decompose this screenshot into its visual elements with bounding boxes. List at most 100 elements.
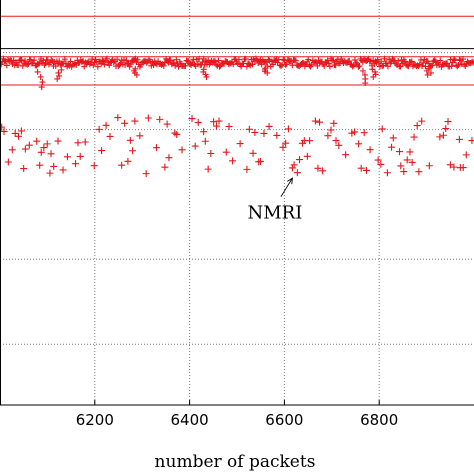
data-point bbox=[54, 137, 62, 145]
data-point bbox=[427, 69, 434, 76]
data-point bbox=[185, 58, 192, 65]
data-point bbox=[319, 167, 327, 175]
data-point bbox=[160, 62, 167, 69]
data-point bbox=[362, 80, 369, 87]
data-point bbox=[212, 58, 219, 65]
data-point bbox=[98, 147, 106, 155]
data-point bbox=[265, 56, 272, 63]
data-point bbox=[324, 132, 332, 140]
data-point bbox=[332, 137, 340, 145]
data-point bbox=[134, 56, 141, 63]
data-point bbox=[213, 122, 221, 130]
data-point bbox=[279, 143, 287, 151]
data-point bbox=[353, 59, 360, 66]
data-point bbox=[61, 56, 68, 63]
data-point bbox=[144, 114, 152, 122]
data-point bbox=[242, 55, 249, 62]
data-point bbox=[36, 161, 44, 169]
data-point bbox=[442, 125, 450, 133]
data-point bbox=[81, 63, 88, 70]
data-point bbox=[346, 58, 353, 65]
annotation-label: NMRI bbox=[247, 203, 302, 224]
data-point bbox=[418, 117, 426, 125]
data-point bbox=[165, 154, 173, 162]
data-point bbox=[114, 114, 122, 122]
data-point bbox=[282, 139, 290, 147]
data-point bbox=[303, 152, 311, 160]
data-point bbox=[110, 59, 117, 66]
data-point bbox=[413, 122, 421, 130]
data-point bbox=[249, 61, 256, 68]
data-point bbox=[25, 141, 33, 149]
data-point bbox=[12, 59, 19, 66]
data-point bbox=[11, 129, 19, 137]
data-point bbox=[215, 117, 223, 125]
data-point bbox=[21, 145, 29, 153]
data-point bbox=[129, 147, 137, 155]
data-point bbox=[171, 59, 178, 66]
data-point bbox=[468, 137, 474, 145]
data-point bbox=[314, 164, 322, 172]
data-point bbox=[415, 168, 423, 176]
data-point bbox=[63, 153, 71, 161]
data-point bbox=[424, 71, 431, 78]
data-point bbox=[3, 62, 10, 69]
data-point bbox=[383, 169, 391, 177]
data-point bbox=[173, 130, 181, 138]
data-point bbox=[437, 57, 444, 64]
data-point bbox=[374, 156, 382, 164]
data-point bbox=[156, 115, 164, 123]
data-point bbox=[408, 58, 415, 65]
data-point bbox=[127, 61, 134, 68]
data-point bbox=[395, 148, 403, 156]
data-point bbox=[362, 166, 370, 174]
data-point bbox=[229, 157, 237, 165]
data-point bbox=[377, 160, 385, 168]
data-point bbox=[230, 61, 237, 68]
data-point bbox=[67, 58, 74, 65]
data-point bbox=[410, 133, 418, 141]
data-point bbox=[342, 151, 350, 159]
x-tick-label: 6600 bbox=[265, 411, 303, 429]
data-point bbox=[161, 163, 169, 171]
data-point bbox=[355, 140, 363, 148]
annotation-arrowhead bbox=[287, 177, 293, 185]
data-point bbox=[284, 125, 292, 133]
data-point bbox=[455, 61, 462, 68]
data-point bbox=[114, 56, 121, 63]
data-point bbox=[277, 62, 284, 69]
data-point bbox=[37, 148, 45, 156]
data-point bbox=[201, 137, 209, 145]
data-point bbox=[31, 57, 38, 64]
data-point bbox=[123, 57, 130, 64]
data-point bbox=[290, 161, 298, 169]
data-point bbox=[389, 134, 397, 142]
data-point bbox=[256, 157, 264, 165]
data-point bbox=[153, 144, 161, 152]
data-point bbox=[20, 165, 28, 173]
data-point bbox=[90, 62, 97, 69]
data-point bbox=[454, 63, 461, 70]
data-point bbox=[400, 168, 408, 176]
reference-lines bbox=[0, 15, 474, 86]
data-point bbox=[243, 165, 251, 173]
data-point bbox=[446, 161, 454, 169]
data-point bbox=[452, 57, 459, 64]
data-point bbox=[194, 119, 202, 127]
data-point bbox=[395, 57, 402, 64]
data-point bbox=[335, 141, 343, 149]
data-point bbox=[225, 123, 233, 131]
data-point bbox=[37, 73, 44, 80]
data-point bbox=[460, 56, 467, 63]
data-point bbox=[388, 143, 396, 151]
data-point bbox=[81, 138, 89, 146]
data-point bbox=[121, 119, 129, 127]
data-point bbox=[293, 169, 301, 177]
data-point bbox=[370, 73, 377, 80]
data-point bbox=[47, 150, 55, 158]
data-point bbox=[102, 121, 110, 129]
data-point bbox=[384, 63, 391, 70]
data-point bbox=[203, 73, 210, 80]
data-point bbox=[143, 59, 150, 66]
